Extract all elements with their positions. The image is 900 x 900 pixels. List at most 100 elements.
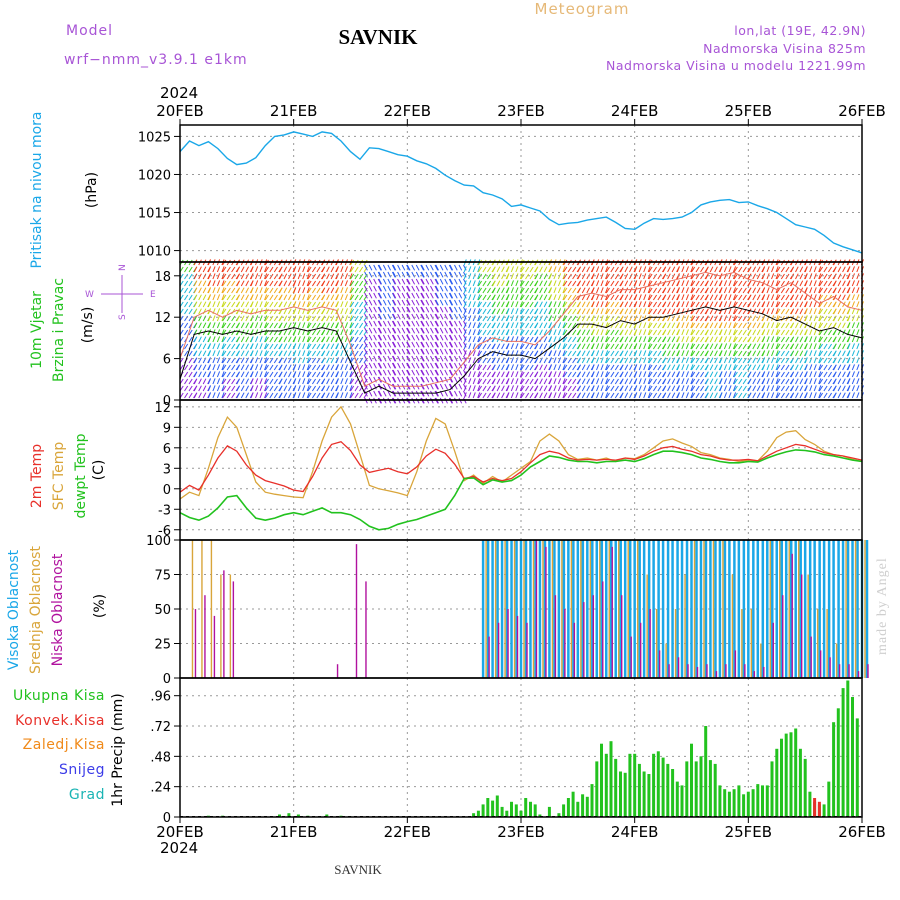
wind-barb <box>557 266 562 273</box>
wind-barb <box>477 385 481 392</box>
wind-barb <box>307 273 312 280</box>
wind-barb <box>676 336 680 343</box>
wind-barb <box>851 371 855 378</box>
wind-barb <box>557 357 562 364</box>
wind-barb <box>605 287 610 294</box>
wind-barb <box>818 266 822 273</box>
wind-barb <box>567 266 572 273</box>
wind-barb <box>359 364 364 371</box>
wind-barb <box>264 371 268 378</box>
wind-barb <box>525 287 530 294</box>
wind-barb <box>723 329 728 336</box>
wind-barb <box>202 350 207 357</box>
wind-barb <box>520 322 525 329</box>
wind-barb <box>752 329 757 336</box>
wind-barb <box>662 301 667 308</box>
wind-barb <box>529 308 534 315</box>
wind-barb <box>302 343 306 350</box>
wind-barb <box>709 350 714 357</box>
wind-barb <box>610 364 615 371</box>
wind-barb <box>671 280 676 287</box>
wind-barb <box>184 308 189 315</box>
wind-barb <box>691 329 696 336</box>
wind-barb <box>567 378 572 385</box>
wind-barb <box>847 343 851 350</box>
wind-barb <box>809 287 813 294</box>
wind-barb <box>520 392 525 399</box>
wind-barb <box>240 280 245 287</box>
wind-barb <box>548 350 553 357</box>
wind-barb <box>610 378 615 385</box>
wind-barb <box>605 357 610 364</box>
precip-total-bar <box>647 774 651 817</box>
wind-barb <box>344 315 348 322</box>
wind-barb <box>501 315 505 322</box>
wind-barb <box>448 327 453 334</box>
wind-barb <box>506 364 510 371</box>
wind-barb <box>231 287 236 294</box>
wind-barb <box>525 371 530 378</box>
wind-barb <box>420 264 425 271</box>
wind-barb <box>245 315 250 322</box>
wind-barb <box>827 385 833 392</box>
wind-barb <box>222 322 227 329</box>
ytick-label: 12 <box>154 401 171 416</box>
wind-barb <box>216 343 221 350</box>
wind-barb <box>685 336 689 343</box>
wind-barb <box>259 343 263 350</box>
wind-barb <box>316 266 321 273</box>
wind-barb <box>610 336 615 343</box>
wind-barb <box>283 329 288 336</box>
wind-barb <box>695 280 700 287</box>
wind-barb <box>648 287 653 294</box>
wind-barb <box>586 308 591 315</box>
wind-barb <box>415 285 420 292</box>
wind-barb <box>406 278 410 285</box>
wind-barb <box>378 306 383 313</box>
wind-barb <box>288 322 292 329</box>
wind-barb <box>510 273 514 280</box>
wind-barb <box>216 392 221 399</box>
wind-barb <box>425 327 430 334</box>
wind-barb <box>662 364 667 371</box>
wind-barb <box>255 378 259 385</box>
wind-barb <box>283 266 288 273</box>
wind-barb <box>690 308 694 315</box>
wind-barb <box>557 343 562 350</box>
wind-barb <box>421 355 425 362</box>
wind-barb <box>700 385 705 392</box>
wind-barb <box>330 364 335 371</box>
wind-barb <box>202 315 207 322</box>
wind-barb <box>392 362 397 369</box>
wind-barb <box>477 280 481 287</box>
wind-barb <box>790 385 795 392</box>
wind-barb <box>463 320 467 327</box>
wind-barb <box>340 329 344 336</box>
wind-barb <box>719 385 723 392</box>
wind-barb <box>448 376 453 383</box>
wind-barb <box>614 336 619 343</box>
wind-barb <box>529 357 534 364</box>
wind-barb <box>222 280 227 287</box>
wind-barb <box>255 280 259 287</box>
wind-barb <box>624 308 629 315</box>
wind-barb <box>762 392 766 399</box>
wind-barb <box>448 271 453 278</box>
wind-barb <box>449 383 454 390</box>
wind-barb <box>344 392 348 399</box>
wind-barb <box>250 385 254 392</box>
wind-barb <box>605 371 609 378</box>
wind-barb <box>747 294 752 301</box>
wind-barb <box>709 343 714 350</box>
wind-barb <box>733 308 738 315</box>
wind-barb <box>790 266 795 273</box>
wind-barb <box>515 280 519 287</box>
wind-barb <box>847 273 851 280</box>
wind-barb <box>671 273 676 280</box>
wind-barb <box>245 378 250 385</box>
wind-barb <box>572 280 577 287</box>
wind-barb <box>245 371 250 378</box>
wind-barb <box>311 301 317 308</box>
ytick-label: 6 <box>163 442 171 457</box>
wind-barb <box>321 392 326 399</box>
